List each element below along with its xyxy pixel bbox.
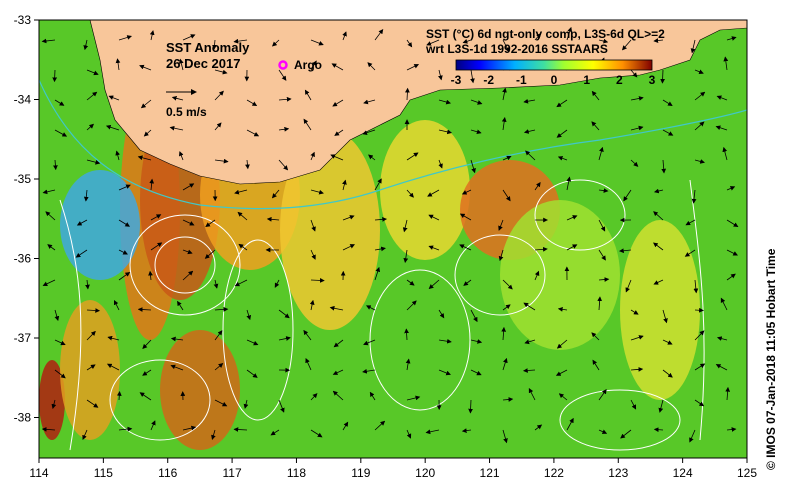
- lon-tick-label: 118: [287, 466, 306, 480]
- map-date: 26 Dec 2017: [166, 56, 240, 71]
- anomaly-patch: [160, 330, 240, 450]
- lat-tick-label: -36: [14, 252, 32, 266]
- product-line-2: wrt L3S-1d 1992-2016 SSTAARS: [425, 42, 608, 56]
- lat-tick-label: -34: [14, 93, 32, 107]
- lon-tick-label: 124: [673, 466, 693, 480]
- anomaly-patch: [60, 300, 120, 440]
- colorbar-tick-label: -3: [451, 73, 462, 87]
- latitude-axis: -33 -34 -35 -36 -37 -38: [14, 13, 39, 425]
- lat-tick-label: -37: [14, 331, 32, 345]
- lon-tick-label: 120: [415, 466, 435, 480]
- imos-credit: © IMOS 07-Jan-2018 11:05 Hobart Time: [764, 249, 778, 470]
- scale-label: 0.5 m/s: [166, 105, 207, 119]
- argo-label: Argo: [294, 58, 322, 72]
- colorbar: [456, 60, 652, 70]
- map-title: SST Anomaly: [166, 40, 250, 55]
- lat-tick-label: -38: [14, 411, 32, 425]
- colorbar-tick-label: 1: [583, 73, 590, 87]
- lon-tick-label: 121: [480, 466, 500, 480]
- anomaly-patch: [500, 200, 620, 350]
- anomaly-patch: [380, 120, 470, 260]
- colorbar-tick-label: -2: [483, 73, 494, 87]
- colorbar-tick-label: -1: [516, 73, 527, 87]
- colorbar-tick-label: 0: [551, 73, 558, 87]
- lat-tick-label: -35: [14, 172, 32, 186]
- colorbar-tick-label: 2: [616, 73, 623, 87]
- colorbar-tick-label: 3: [649, 73, 656, 87]
- lon-tick-label: 123: [608, 466, 628, 480]
- lon-tick-label: 125: [737, 466, 757, 480]
- lon-tick-label: 117: [223, 466, 242, 480]
- anomaly-patch: [620, 220, 700, 400]
- lon-tick-label: 122: [544, 466, 564, 480]
- longitude-axis: 114 115 116 117 118 119 120 121 122 123 124 125: [29, 458, 757, 480]
- lon-tick-label: 119: [351, 466, 370, 480]
- current-arrow: [54, 70, 55, 81]
- sst-field: [39, 20, 747, 458]
- lon-tick-label: 116: [158, 466, 177, 480]
- lon-tick-label: 114: [29, 466, 48, 480]
- lat-tick-label: -33: [14, 13, 32, 27]
- anomaly-patch: [60, 170, 140, 280]
- product-line-1: SST (°C) 6d ngt-only comp, L3S-6d QL>=2: [426, 27, 665, 41]
- lon-tick-label: 115: [94, 466, 113, 480]
